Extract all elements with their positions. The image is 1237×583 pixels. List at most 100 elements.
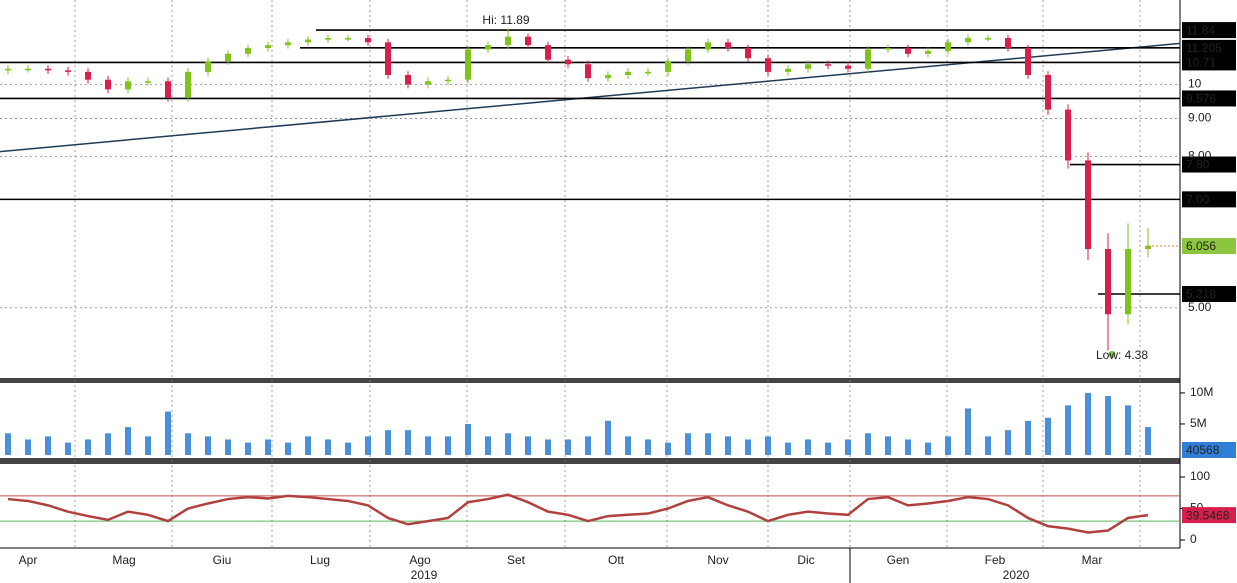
candle-body <box>125 81 131 90</box>
candle-body <box>725 42 731 48</box>
volume-bar <box>985 436 991 455</box>
volume-bar <box>505 433 511 455</box>
year-label: 2020 <box>1003 568 1030 582</box>
panel-separator <box>0 378 1180 383</box>
trendline <box>0 42 1181 153</box>
candle-body <box>645 71 651 74</box>
volume-bar <box>685 433 691 455</box>
candle-body <box>1005 38 1011 48</box>
candle-body <box>325 38 331 40</box>
candle-body <box>525 36 531 46</box>
candle-body <box>1145 245 1151 250</box>
volume-bar <box>925 442 931 455</box>
level-label-box <box>1182 285 1236 302</box>
volume-bar <box>1085 392 1091 455</box>
level-label: 5.218 <box>1186 287 1216 301</box>
candle-body <box>345 38 351 40</box>
level-label-box <box>1182 191 1236 208</box>
level-label-box <box>1182 156 1236 173</box>
candle-body <box>945 42 951 51</box>
level-label: 11.84 <box>1186 23 1215 37</box>
x-tick-label: Gen <box>887 553 910 567</box>
candle-body <box>1085 160 1091 250</box>
candle-body <box>965 38 971 43</box>
level-label: 7.80 <box>1186 158 1210 172</box>
candle-body <box>245 47 251 54</box>
volume-bar <box>325 439 331 455</box>
x-tick-label: Mag <box>112 553 135 567</box>
panel-separator <box>0 458 1180 464</box>
volume-bar <box>345 442 351 455</box>
y-tick-label: 10M <box>1190 385 1213 399</box>
y-tick-label: 0 <box>1190 532 1197 546</box>
y-tick-label: 9.00 <box>1188 111 1212 125</box>
candle-body <box>565 59 571 65</box>
volume-bar <box>285 442 291 455</box>
candle-body <box>1065 109 1071 161</box>
candle-body <box>765 58 771 72</box>
volume-bar <box>445 436 451 455</box>
x-tick-label: Nov <box>707 553 728 567</box>
candle-body <box>1105 249 1111 315</box>
candle-body <box>545 45 551 60</box>
level-label: 11.205 <box>1186 41 1222 55</box>
volume-bar <box>485 436 491 455</box>
level-label: 10.71 <box>1186 56 1216 70</box>
candle-body <box>785 68 791 72</box>
candle-body <box>225 53 231 62</box>
volume-bar <box>605 420 611 455</box>
volume-bar <box>1145 427 1151 455</box>
x-tick-label: Giu <box>213 553 232 567</box>
candle-body <box>1125 249 1131 315</box>
x-tick-label: Dic <box>797 553 814 567</box>
y-tick-label: 5M <box>1190 416 1207 430</box>
candle-body <box>885 47 891 50</box>
volume-bar <box>1025 420 1031 455</box>
level-label: 7.00 <box>1186 193 1210 207</box>
volume-bar <box>5 433 11 455</box>
x-tick-label: Feb <box>985 553 1006 567</box>
volume-bar <box>265 439 271 455</box>
rsi-last-label-box <box>1182 507 1236 524</box>
volume-bar <box>845 439 851 455</box>
candle-body <box>705 42 711 50</box>
y-tick-label: 100 <box>1190 469 1210 483</box>
x-tick-label: Ago <box>409 553 431 567</box>
candle-body <box>185 71 191 98</box>
volume-bar <box>645 439 651 455</box>
candle-body <box>265 45 271 48</box>
candle-body <box>445 79 451 82</box>
volume-bar <box>25 439 31 455</box>
volume-bar <box>805 439 811 455</box>
candle-body <box>905 47 911 54</box>
candle-body <box>665 61 671 72</box>
volume-bar <box>1105 396 1111 455</box>
candle-body <box>145 81 151 83</box>
volume-bar <box>205 436 211 455</box>
x-tick-label: Set <box>507 553 526 567</box>
candle-body <box>1045 74 1051 110</box>
volume-bar <box>145 436 151 455</box>
volume-bar <box>245 442 251 455</box>
candle-body <box>5 68 11 71</box>
volume-bar <box>465 423 471 455</box>
candle-body <box>745 47 751 59</box>
rsi-last-label: 39.5468 <box>1186 508 1230 522</box>
volume-bar <box>1045 417 1051 455</box>
candle-body <box>85 71 91 80</box>
level-label: 9.576 <box>1186 92 1216 106</box>
level-label-box <box>1182 22 1236 39</box>
volume-bar <box>545 439 551 455</box>
rsi-line <box>7 493 1149 534</box>
candle-body <box>485 45 491 50</box>
volume-bar <box>1125 405 1131 455</box>
level-label-box <box>1182 54 1236 71</box>
volume-bar <box>105 433 111 455</box>
volume-bar <box>525 436 531 455</box>
low-annotation: Low: 4.38 <box>1096 348 1148 362</box>
volume-bar <box>385 430 391 455</box>
volume-bar <box>1065 405 1071 455</box>
volume-bar <box>65 442 71 455</box>
candle-body <box>205 61 211 72</box>
